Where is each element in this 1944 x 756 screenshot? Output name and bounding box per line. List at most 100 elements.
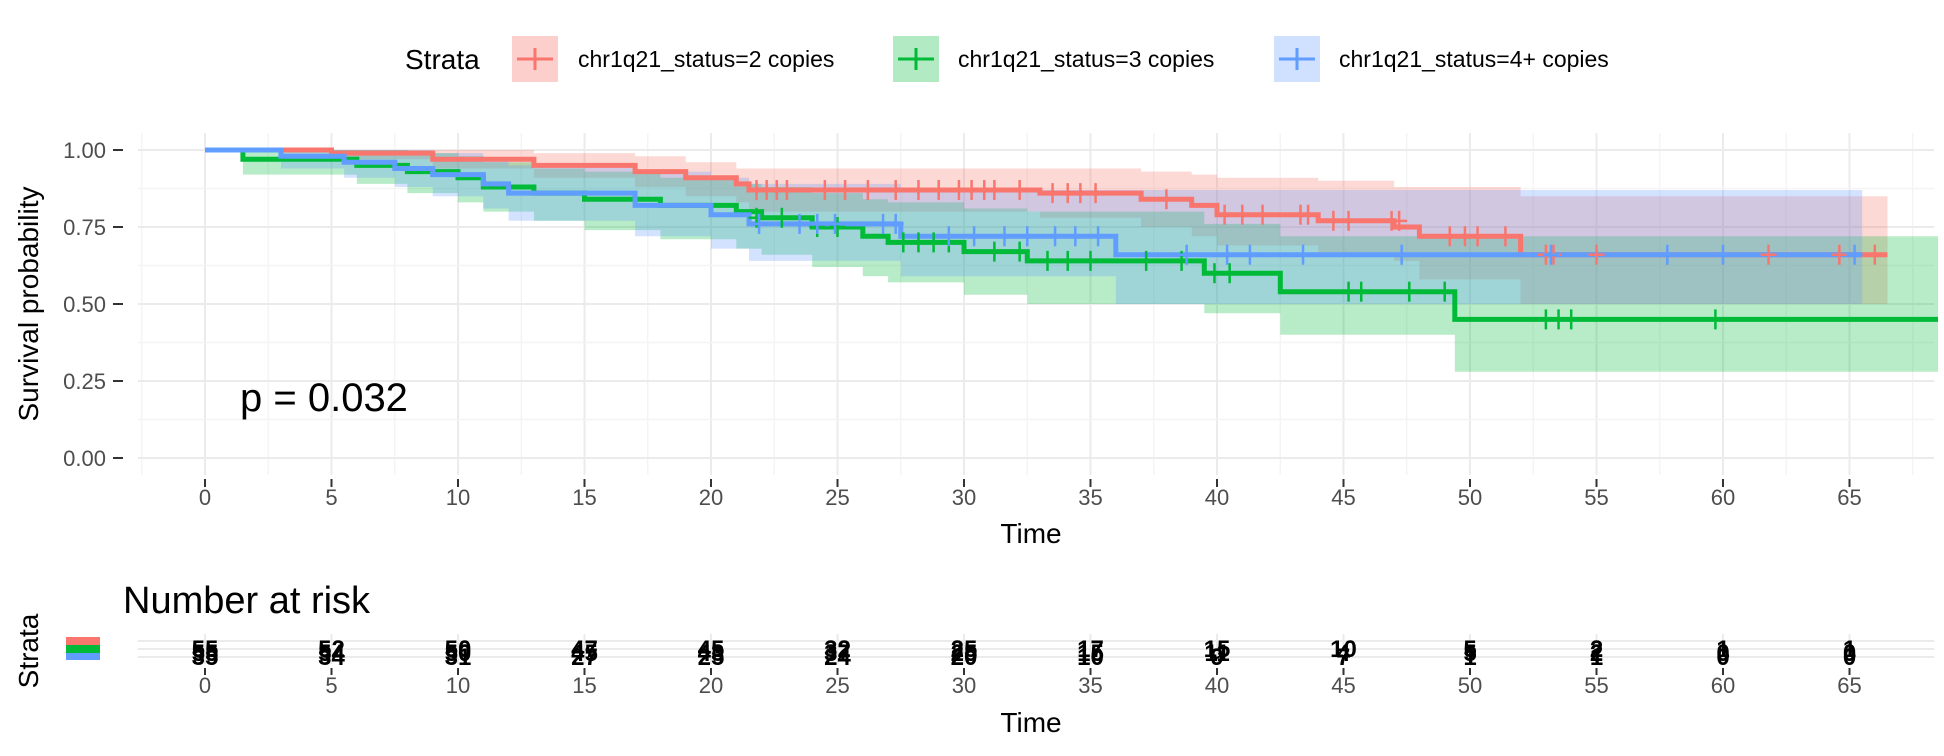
censor-mark <box>1760 244 1777 265</box>
risk-count: 9 <box>1210 644 1223 671</box>
risk-x-tick-label: 30 <box>952 673 976 698</box>
risk-count: 25 <box>951 636 978 663</box>
censor-mark <box>1047 226 1064 247</box>
censor-mark <box>816 180 833 201</box>
risk-count: 15 <box>1204 636 1231 663</box>
censor-mark <box>1542 244 1559 265</box>
risk-table-x-title: Time <box>1000 707 1061 738</box>
risk-table-x-ticks: 0 5 10 15 20 25 30 35 40 45 50 55 60 65 <box>199 668 1862 698</box>
censor-mark <box>1087 183 1104 204</box>
x-axis-ticks: 0 5 10 15 20 25 30 35 40 45 50 55 60 65 <box>199 479 1862 510</box>
risk-x-tick-label: 35 <box>1078 673 1102 698</box>
censor-mark <box>887 180 904 201</box>
risk-count: 1 <box>1590 644 1603 671</box>
risk-table-counts: 55 52 50 47 45 32 25 17 15 10 5 2 1 155 54 50 45 43 37 25 15… <box>192 636 1857 671</box>
legend-label-4plus-copies: chr1q21_status=4+ copies <box>1339 46 1609 72</box>
censor-mark <box>1044 183 1061 204</box>
censor-mark <box>826 213 843 234</box>
risk-x-tick-label: 25 <box>825 673 849 698</box>
legend: Strata chr1q21_status=2 copies chr1q21_s… <box>405 36 1609 82</box>
risk-count: 24 <box>824 644 851 671</box>
risk-strata-key <box>66 637 100 660</box>
risk-count: 55 <box>192 640 219 667</box>
censor-mark <box>773 207 790 228</box>
censor-mark <box>895 232 912 253</box>
risk-count: 25 <box>698 644 725 671</box>
risk-key-4plus-copies <box>66 653 100 660</box>
censor-mark <box>1659 244 1676 265</box>
censor-mark <box>1221 263 1238 284</box>
legend-label-3-copies: chr1q21_status=3 copies <box>958 46 1214 72</box>
risk-count: 37 <box>824 640 851 667</box>
x-axis-title: Time <box>1000 518 1061 549</box>
risk-count: 0 <box>1843 644 1856 671</box>
censor-mark <box>986 180 1003 201</box>
y-axis-title: Survival probability <box>13 187 44 422</box>
censor-mark <box>1019 226 1036 247</box>
risk-table-y-title: Strata <box>13 613 44 688</box>
censor-mark <box>829 217 846 237</box>
risk-x-tick-label: 65 <box>1837 673 1861 698</box>
confidence-band-2 <box>205 150 1863 304</box>
x-tick-label: 20 <box>699 485 723 510</box>
gridlines <box>138 133 1934 475</box>
censor-mark <box>837 180 854 201</box>
censor-mark <box>910 180 927 201</box>
risk-count: 15 <box>1077 640 1104 667</box>
censor-mark <box>1216 204 1233 225</box>
risk-key-2-copies <box>66 637 100 645</box>
x-tick-label: 15 <box>572 485 596 510</box>
risk-count: 45 <box>698 636 725 663</box>
censor-mark <box>1831 244 1848 265</box>
censor-mark <box>791 213 808 234</box>
risk-count: 1 <box>1463 644 1476 671</box>
risk-x-tick-label: 15 <box>572 673 596 698</box>
censor-mark <box>1393 244 1410 265</box>
risk-table-title: Number at risk <box>123 580 371 622</box>
legend-item-4plus-copies: chr1q21_status=4+ copies <box>1274 36 1609 82</box>
risk-table: Number at risk Strata 55 52 50 47 45 32 25 17 15… <box>13 580 1934 738</box>
censor-mark <box>887 213 904 234</box>
censor-mark <box>1254 204 1271 225</box>
censor-mark <box>1059 250 1076 271</box>
survival-curve-0 <box>205 147 1888 258</box>
x-tick-label: 0 <box>199 485 211 510</box>
censor-mark <box>1234 204 1251 225</box>
risk-count: 43 <box>698 640 725 667</box>
risk-count: 1 <box>1843 636 1856 663</box>
censor-mark <box>986 241 1003 262</box>
risk-count: 34 <box>318 644 345 671</box>
risk-count: 0 <box>1716 640 1729 667</box>
legend-item-2-copies: chr1q21_status=2 copies <box>512 36 834 82</box>
censor-mark <box>1497 226 1514 247</box>
survival-plot-panel: 0.00 0.25 0.50 0.75 1.00 0 5 10 15 20 25 30 35 40 45 5… <box>13 133 1938 549</box>
censor-mark <box>1325 210 1342 231</box>
risk-count: 35 <box>192 644 219 671</box>
legend-title: Strata <box>405 44 480 75</box>
risk-count: 7 <box>1337 644 1350 671</box>
censor-mark <box>1138 250 1155 271</box>
risk-count: 27 <box>571 644 598 671</box>
risk-count: 0 <box>1716 644 1729 671</box>
risk-x-tick-label: 55 <box>1584 673 1608 698</box>
risk-count: 1 <box>1716 636 1729 663</box>
censor-mark <box>1707 309 1724 330</box>
censor-mark <box>1391 210 1408 231</box>
risk-count: 47 <box>571 636 598 663</box>
censor-mark <box>1401 281 1418 302</box>
legend-label-2-copies: chr1q21_status=2 copies <box>578 46 834 72</box>
censor-mark <box>751 213 768 234</box>
risk-count: 2 <box>1590 636 1603 663</box>
censor-mark <box>1072 183 1089 204</box>
risk-key-3-copies <box>66 645 100 653</box>
y-axis-ticks: 0.00 0.25 0.50 0.75 1.00 <box>63 138 123 471</box>
risk-count: 2 <box>1590 640 1603 667</box>
censor-mark <box>1866 244 1883 265</box>
censor-mark <box>1353 281 1370 302</box>
risk-x-tick-label: 10 <box>446 673 470 698</box>
censor-mark <box>1563 309 1580 330</box>
censor-mark <box>1340 210 1357 231</box>
risk-count: 54 <box>318 640 345 667</box>
censor-mark <box>1082 250 1099 271</box>
